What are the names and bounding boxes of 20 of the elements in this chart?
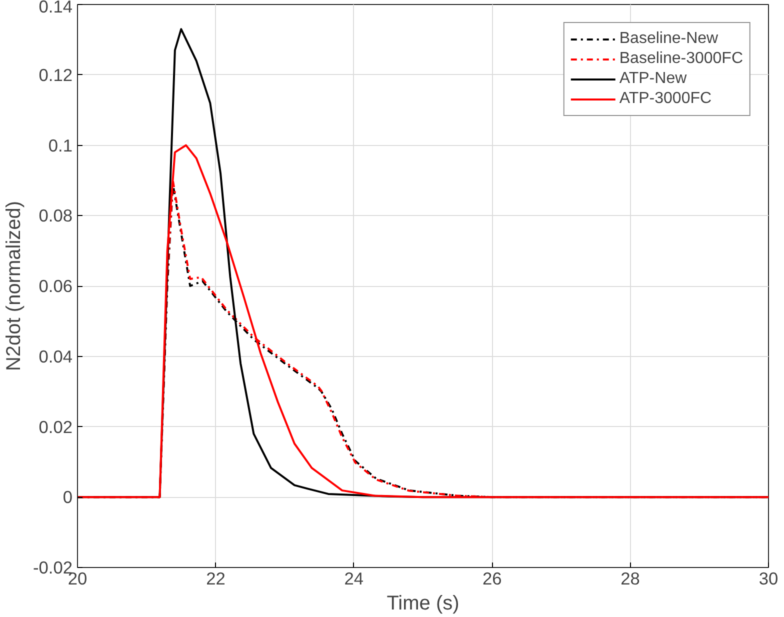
y-axis-title: N2dot (normalized): [3, 200, 26, 372]
x-tick-label: 28: [620, 568, 640, 588]
y-tick-label: 0: [62, 487, 73, 508]
legend-label: ATP-3000FC: [619, 90, 712, 108]
legend-label: ATP-New: [619, 70, 687, 88]
legend-label: Baseline-New: [619, 30, 718, 48]
x-tick-label: 24: [344, 568, 364, 588]
x-tick-label: 26: [482, 568, 502, 588]
y-tick-label: 0.12: [38, 64, 73, 85]
legend-label: Baseline-3000FC: [619, 50, 743, 68]
y-tick-label: 0.04: [38, 346, 73, 366]
x-tick-label: 30: [758, 568, 778, 588]
y-tick-label: 0.1: [48, 135, 73, 156]
x-tick-label: 20: [68, 568, 88, 588]
y-tick-label: 0.14: [38, 0, 73, 16]
y-tick-label: 0.06: [38, 276, 73, 296]
y-tick-label: 0.08: [38, 206, 73, 226]
x-tick-label: 22: [206, 568, 226, 588]
x-axis-title: Time (s): [386, 592, 460, 614]
y-tick-label: 0.02: [38, 416, 73, 437]
